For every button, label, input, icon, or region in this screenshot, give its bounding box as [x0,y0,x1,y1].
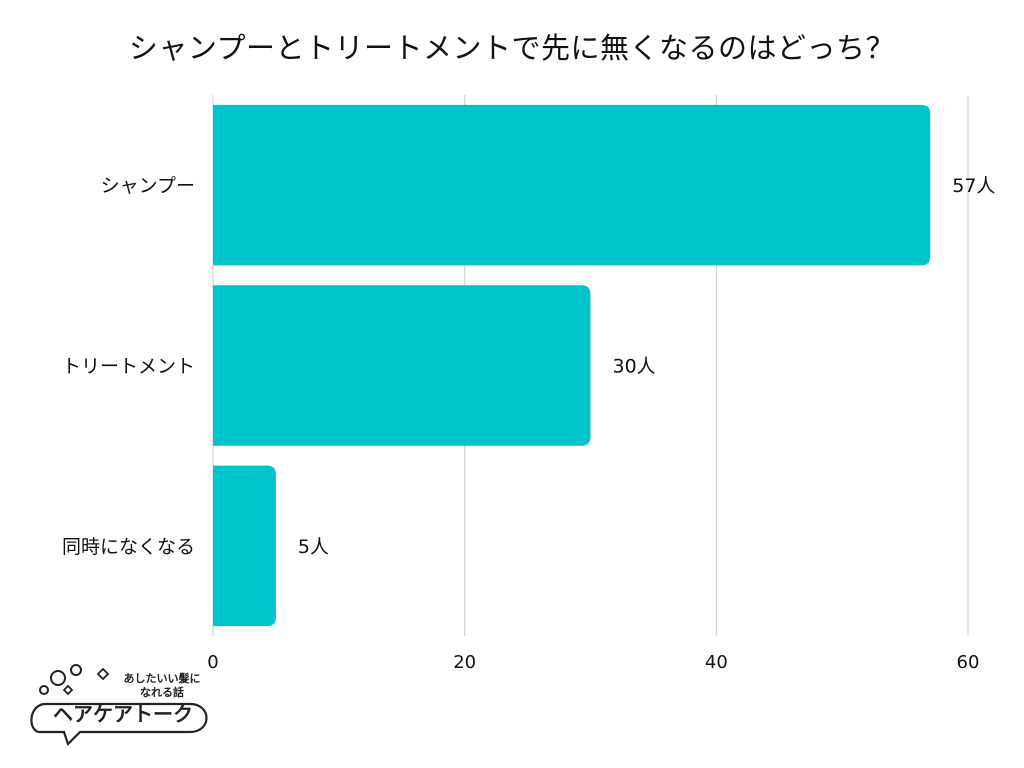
brand-logo: あしたいい髪に なれる話 ヘアケアトーク [20,660,220,752]
bar [213,465,276,627]
bars [213,104,931,627]
logo-name: ヘアケアトーク [53,702,193,726]
logo-tagline-line-2: なれる話 [140,686,184,699]
x-tick-label: 20 [453,652,476,673]
category-label: トリートメント [62,356,195,378]
x-tick-label: 40 [705,652,728,673]
value-label: 5人 [298,536,329,558]
value-label: 30人 [613,356,656,378]
x-tick-label: 60 [957,652,980,673]
value-label: 57人 [952,175,995,197]
bar [213,104,931,266]
bar [213,285,591,446]
chart-title: シャンプーとトリートメントで先に無くなるのはどっち？ [128,31,896,65]
logo-tagline-line-1: あしたいい髪に [123,672,201,685]
category-label: シャンプー [101,175,195,197]
logo-tagline: あしたいい髪に なれる話 [120,672,204,700]
logo-bubble-icon [30,664,208,747]
x-tick-label: 0 [207,652,218,673]
category-label: 同時になくなる [62,536,195,558]
